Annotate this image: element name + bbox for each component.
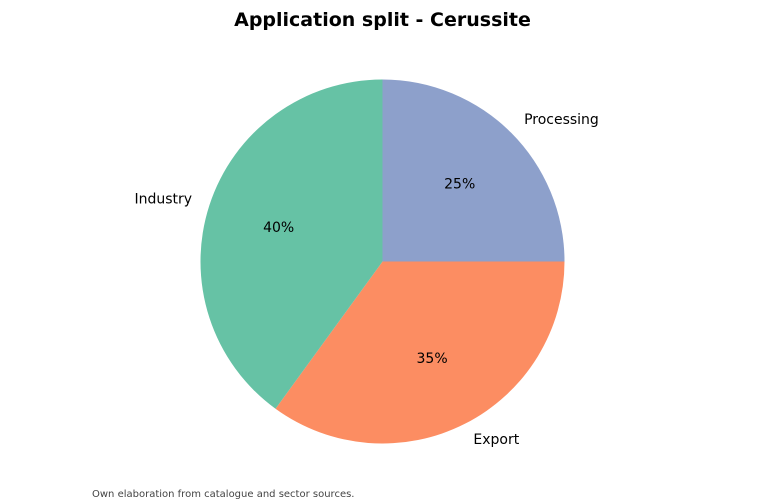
slice-category-label: Industry: [135, 192, 193, 208]
pie-labels: 25% Processing 35% Export 40% Industry: [135, 112, 599, 448]
source-note: Own elaboration from catalogue and secto…: [92, 489, 355, 500]
slice-percent-label: 25%: [444, 176, 475, 192]
pie-slice-processing: [382, 79, 565, 262]
slice-percent-label: 35%: [417, 351, 448, 367]
pie-slice-industry: [200, 79, 383, 409]
chart-title: Application split - Cerussite: [234, 9, 531, 31]
slice-percent-label: 40%: [263, 220, 294, 236]
pie-slice-export: [275, 261, 565, 444]
pie-slices: [200, 79, 565, 444]
slice-category-label: Export: [473, 432, 519, 448]
slice-category-label: Processing: [524, 112, 599, 128]
